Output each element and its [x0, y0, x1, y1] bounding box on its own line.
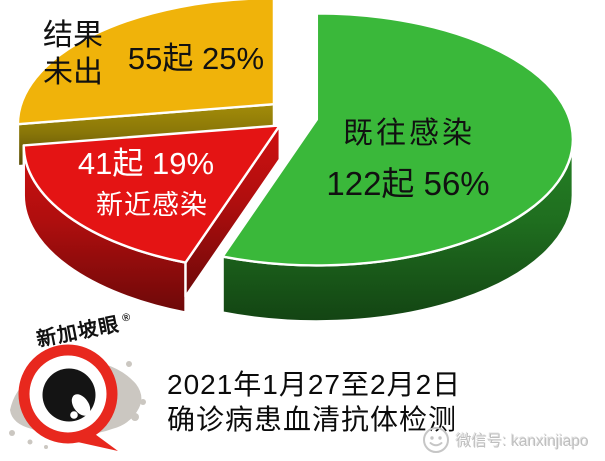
caption-line-1: 2021年1月27至2月2日 — [167, 369, 462, 400]
eye-highlight-small — [70, 411, 78, 419]
wechat-icon — [423, 427, 449, 453]
pie-slice-recent-infection-top — [22, 124, 281, 264]
singapore-eye-logo: 新加坡眼 ® — [9, 312, 146, 451]
pie-slice-pending-results-top — [16, 0, 276, 126]
slice-label-pending-results-stat: 55起 25% — [127, 41, 265, 76]
pie-slice-prior-infection-top — [221, 12, 574, 267]
slice-label-pending-results-name: 结果未出 — [43, 19, 103, 89]
logo-brand-text: 新加坡眼 ® — [34, 312, 131, 351]
registered-mark: ® — [121, 312, 131, 325]
wechat-id-text: 微信号: kanxinjiapo — [456, 433, 589, 450]
slice-label-recent-infection-stat: 41起 19% — [77, 146, 215, 181]
eye-highlight — [71, 394, 91, 416]
wechat-id-watermark: 微信号: kanxinjiapo — [420, 424, 589, 456]
caption-line-2: 确诊病患血清抗体检测 — [167, 404, 458, 435]
slice-label-recent-infection-name: 新近感染 — [96, 190, 208, 220]
svg-text:新加坡眼: 新加坡眼 — [34, 312, 121, 351]
slice-label-prior-infection-stat: 122起 56% — [326, 165, 490, 202]
chart-caption: 2021年1月27至2月2日 确诊病患血清抗体检测 — [167, 367, 461, 437]
slice-label-prior-infection-name: 既往感染 — [343, 117, 475, 150]
